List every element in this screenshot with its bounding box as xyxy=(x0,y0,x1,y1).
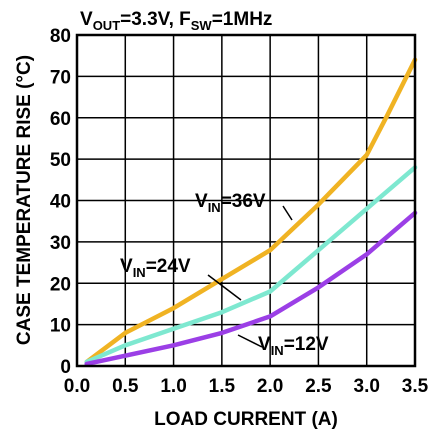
y-tick-label: 60 xyxy=(50,109,71,130)
x-tick-label: 1.5 xyxy=(209,376,236,397)
x-tick-label: 2.0 xyxy=(257,376,283,397)
x-tick-label: 2.5 xyxy=(305,376,332,397)
y-tick-label: 50 xyxy=(50,150,71,171)
series-line-2 xyxy=(84,210,418,367)
series-line-0 xyxy=(84,57,418,365)
chart-title: VOUT=3.3V, FSW=1MHz xyxy=(80,9,272,33)
series-line-1 xyxy=(84,165,418,365)
series-label-12v: VIN=12V xyxy=(237,334,329,358)
x-tick-label: 0.0 xyxy=(64,376,90,397)
y-tick-label: 0 xyxy=(60,357,71,378)
series-lines xyxy=(84,57,418,367)
x-tick-label: 3.5 xyxy=(402,376,429,397)
x-tick-label: 3.0 xyxy=(354,376,380,397)
y-tick-label: 40 xyxy=(50,192,71,213)
series-label-36v: VIN=36V xyxy=(195,191,293,221)
y-tick-label: 80 xyxy=(50,26,71,47)
y-axis-label: CASE TEMPERATURE RISE (°C) xyxy=(14,55,35,345)
x-tick-label: 1.0 xyxy=(160,376,186,397)
svg-text:VIN=24V: VIN=24V xyxy=(120,256,191,280)
y-tick-label: 70 xyxy=(50,67,71,88)
svg-text:VIN=36V: VIN=36V xyxy=(195,191,266,215)
y-tick-label: 30 xyxy=(50,233,71,254)
series-label-24v: VIN=24V xyxy=(120,256,242,301)
plot-frame xyxy=(75,33,417,368)
x-axis-label: LOAD CURRENT (A) xyxy=(154,409,338,430)
x-tick-label: 0.5 xyxy=(112,376,139,397)
y-tick-label: 10 xyxy=(50,316,71,337)
tick-labels: 0.0 0.5 1.0 1.5 2.0 2.5 3.0 3.5 0 10 20 30 40 50 60 70 8… xyxy=(50,26,429,397)
svg-text:VIN=12V: VIN=12V xyxy=(258,334,329,358)
y-tick-label: 20 xyxy=(50,274,71,295)
